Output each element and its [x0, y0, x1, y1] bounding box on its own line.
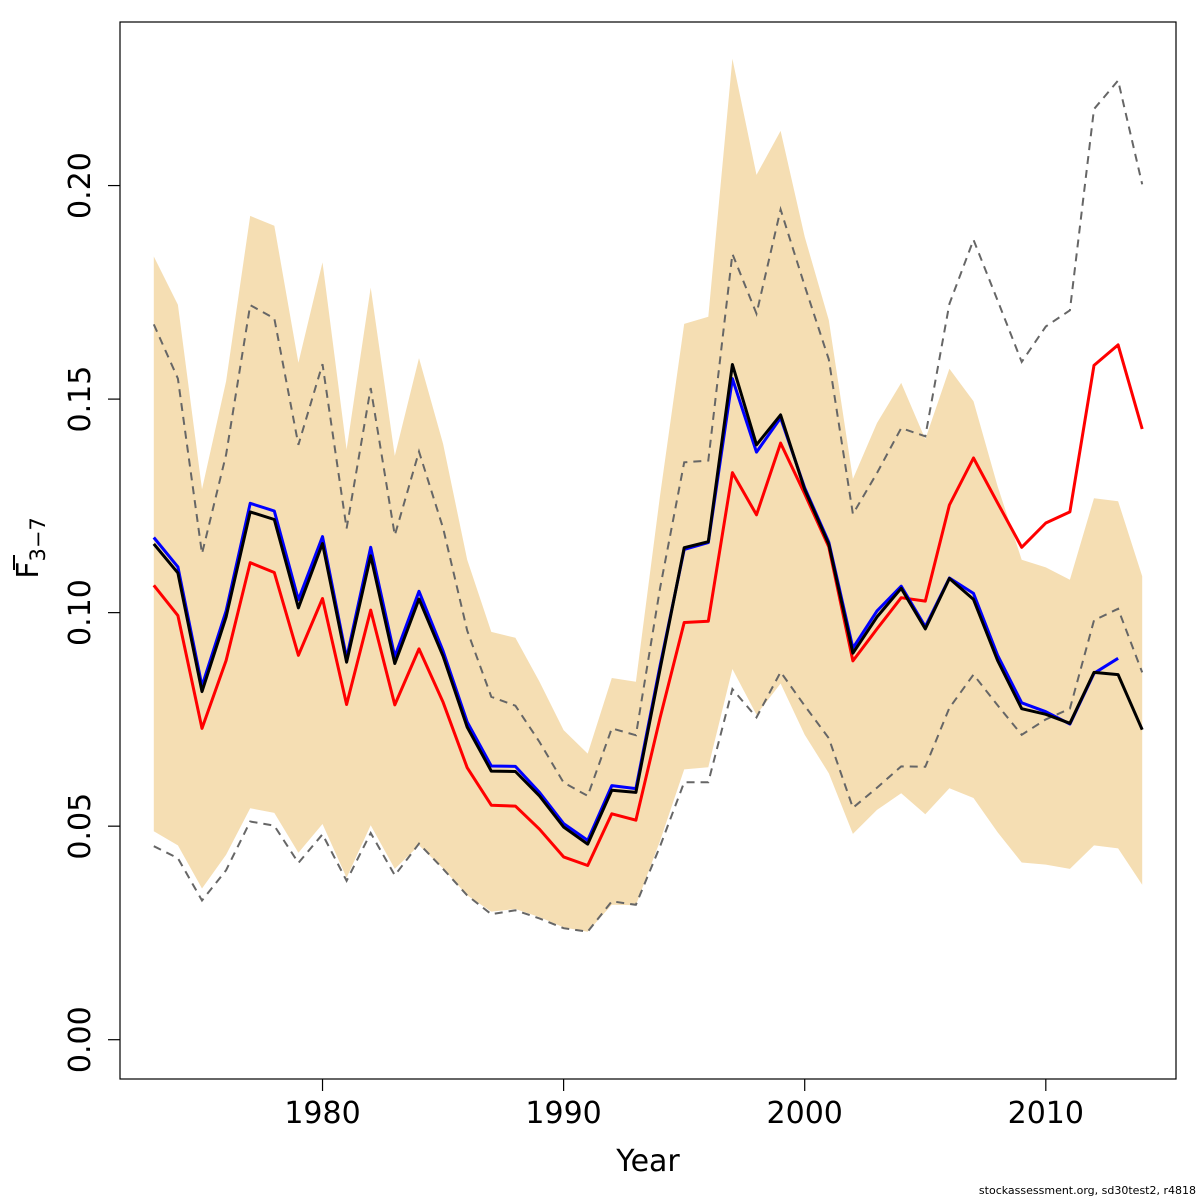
series-line-black: [152, 363, 1144, 846]
x-tick-label: 2010: [1008, 1096, 1084, 1131]
y-axis-title: F3−7: [11, 517, 50, 579]
svg-text:F3−7: F3−7: [11, 517, 50, 579]
y-tick-label: 0.05: [63, 793, 98, 860]
confidence-band: [153, 58, 1143, 932]
series-line-red: [152, 343, 1144, 867]
y-axis-title-sub: 3−7: [26, 517, 50, 561]
x-tick-label: 1980: [284, 1096, 360, 1131]
y-tick-label: 0.15: [63, 366, 98, 433]
footer-credit: stockassessment.org, sd30test2, r4818: [978, 1184, 1196, 1197]
x-axis-title: Year: [615, 1144, 680, 1179]
y-tick-label: 0.00: [63, 1006, 98, 1073]
dashed-lower-line: [153, 607, 1144, 933]
x-tick-label: 1990: [525, 1096, 601, 1131]
axes: 1980 1990 2000 2010 0.00 0.05 0.10 0.15 0.20: [63, 152, 1084, 1131]
dashed-upper-line: [152, 78, 1144, 798]
y-tick-label: 0.10: [63, 579, 98, 646]
plot-area: [152, 58, 1144, 933]
plot-frame: [119, 21, 1177, 1080]
y-axis-title-main: F: [11, 562, 46, 579]
y-tick-label: 0.20: [63, 152, 98, 219]
x-tick-label: 2000: [767, 1096, 843, 1131]
